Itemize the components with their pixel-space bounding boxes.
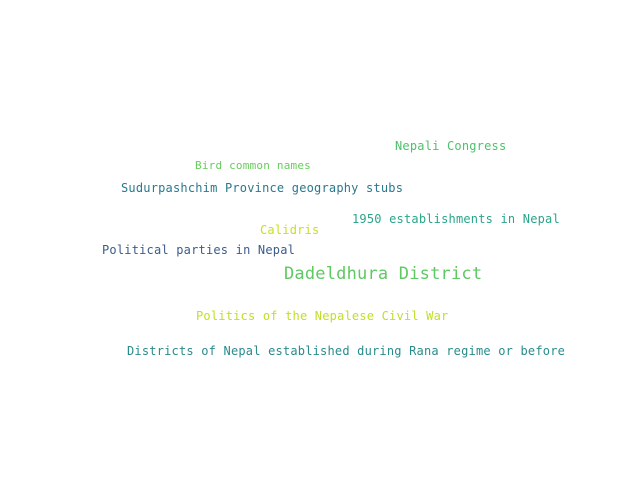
word-political-parties-in-nepal: Political parties in Nepal bbox=[102, 243, 296, 257]
word-districts-of-nepal-established-during-rana-regime: Districts of Nepal established during Ra… bbox=[127, 344, 566, 358]
word-nepali-congress: Nepali Congress bbox=[395, 139, 507, 153]
word-bird-common-names: Bird common names bbox=[195, 159, 311, 172]
word-dadeldhura-district: Dadeldhura District bbox=[284, 264, 483, 284]
word-calidris: Calidris bbox=[260, 223, 320, 237]
word-1950-establishments-in-nepal: 1950 establishments in Nepal bbox=[352, 212, 560, 226]
word-politics-of-the-nepalese-civil-war: Politics of the Nepalese Civil War bbox=[196, 309, 449, 323]
word-sudurpashchim-province-geography-stubs: Sudurpashchim Province geography stubs bbox=[121, 181, 404, 195]
